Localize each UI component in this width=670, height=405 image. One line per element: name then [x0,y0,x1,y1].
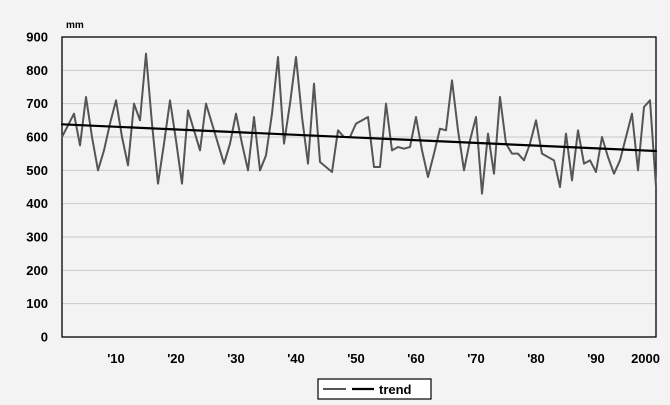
y-tick-label: 500 [26,163,48,178]
y-tick-label: 400 [26,196,48,211]
y-tick-label: 900 [26,30,48,45]
x-tick-label: '50 [347,351,365,366]
plot-area [61,36,657,338]
y-tick-label: 200 [26,263,48,278]
x-tick-label: '20 [167,351,185,366]
y-tick-label: 0 [41,330,48,345]
x-tick-label: '70 [467,351,485,366]
x-tick-label: '80 [527,351,545,366]
y-tick-label: 800 [26,63,48,78]
x-tick-label: '60 [407,351,425,366]
y-tick-label: 700 [26,96,48,111]
x-tick-label: '90 [587,351,605,366]
precipitation-series-line [61,52,657,195]
trend-series-line [60,123,658,153]
x-tick-label: '40 [287,351,305,366]
x-axis: '10 '20 '30 '40 '50 '60 '70 '80 '90 2000 [107,351,660,366]
x-tick-label: 2000 [631,351,660,366]
legend: trend [317,378,432,400]
legend-label-trend: trend [379,382,412,397]
y-tick-label: 600 [26,130,48,145]
y-axis-unit-label: mm [66,20,84,31]
y-tick-label: 100 [26,296,48,311]
y-tick-label: 300 [26,230,48,245]
series-lines [60,52,658,195]
y-axis: 0 100 200 300 400 500 600 700 800 900 [26,30,48,345]
legend-box [317,378,432,400]
x-tick-label: '10 [107,351,125,366]
x-tick-label: '30 [227,351,245,366]
